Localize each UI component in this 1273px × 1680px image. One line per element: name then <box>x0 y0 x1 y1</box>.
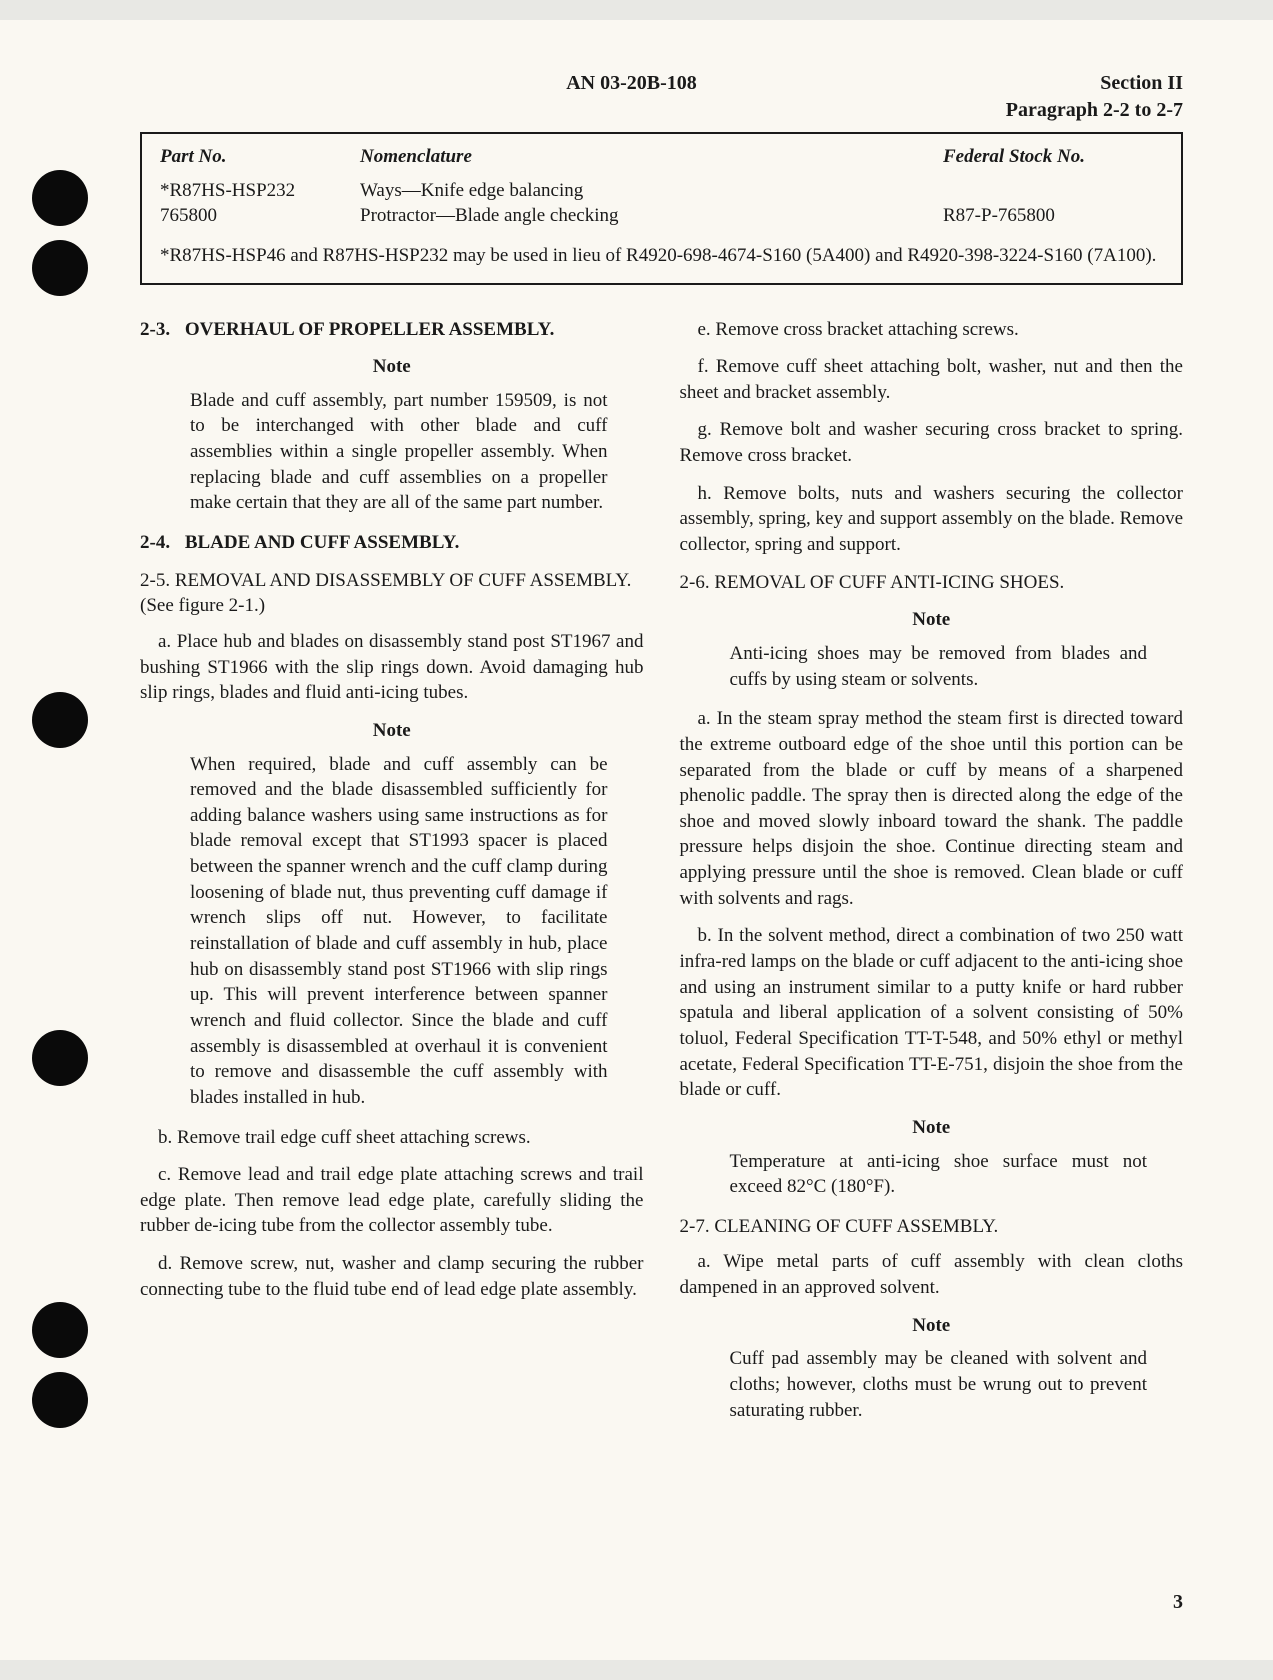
paragraph: a. Wipe metal parts of cuff assembly wit… <box>680 1249 1184 1300</box>
binder-hole <box>32 240 88 296</box>
right-column: e. Remove cross bracket attaching screws… <box>680 307 1184 1438</box>
note-body: Cuff pad assembly may be cleaned with so… <box>730 1346 1148 1423</box>
section-heading-2-6: 2-6. REMOVAL OF CUFF ANTI-ICING SHOES. <box>680 570 1184 596</box>
col-part-no: Part No. <box>160 144 360 170</box>
binder-hole <box>32 1302 88 1358</box>
note-heading: Note <box>680 1115 1184 1141</box>
binder-hole <box>32 170 88 226</box>
paragraph: b. Remove trail edge cuff sheet attachin… <box>140 1125 644 1151</box>
paragraph: a. In the steam spray method the steam f… <box>680 706 1184 911</box>
left-column: 2-3. OVERHAUL OF PROPELLER ASSEMBLY. Not… <box>140 307 644 1438</box>
section-heading-2-5: 2-5. REMOVAL AND DISASSEMBLY OF CUFF ASS… <box>140 568 644 619</box>
col-nomenclature: Nomenclature <box>360 144 943 170</box>
section-label: Section II <box>923 70 1183 97</box>
parts-table-box: Part No. Nomenclature Federal Stock No. … <box>140 132 1183 285</box>
note-heading: Note <box>680 607 1184 633</box>
page: AN 03-20B-108 Section II Paragraph 2-2 t… <box>0 20 1273 1660</box>
paragraph: g. Remove bolt and washer securing cross… <box>680 417 1184 468</box>
note-body: Anti-icing shoes may be removed from bla… <box>730 641 1148 692</box>
note-heading: Note <box>680 1313 1184 1339</box>
parts-table-header: Part No. Nomenclature Federal Stock No. <box>160 144 1163 170</box>
col-federal-stock: Federal Stock No. <box>943 144 1163 170</box>
page-header: AN 03-20B-108 Section II Paragraph 2-2 t… <box>140 70 1183 124</box>
paragraph: h. Remove bolts, nuts and washers securi… <box>680 481 1184 558</box>
note-body: Temperature at anti-icing shoe surface m… <box>730 1149 1148 1200</box>
paragraph-label: Paragraph 2-2 to 2-7 <box>923 97 1183 124</box>
section-heading-2-7: 2-7. CLEANING OF CUFF ASSEMBLY. <box>680 1214 1184 1240</box>
section-heading-2-3: 2-3. OVERHAUL OF PROPELLER ASSEMBLY. <box>140 317 644 343</box>
table-row: *R87HS-HSP232 Ways—Knife edge balancing <box>160 178 1163 204</box>
body-columns: 2-3. OVERHAUL OF PROPELLER ASSEMBLY. Not… <box>140 307 1183 1438</box>
note-heading: Note <box>140 354 644 380</box>
binder-hole <box>32 1372 88 1428</box>
page-number: 3 <box>1173 1589 1183 1616</box>
doc-number: AN 03-20B-108 <box>340 70 923 124</box>
note-body: Blade and cuff assembly, part number 159… <box>190 388 608 516</box>
note-heading: Note <box>140 718 644 744</box>
paragraph: e. Remove cross bracket attaching screws… <box>680 317 1184 343</box>
paragraph: f. Remove cuff sheet attaching bolt, was… <box>680 354 1184 405</box>
paragraph: b. In the solvent method, direct a combi… <box>680 923 1184 1102</box>
binder-hole <box>32 692 88 748</box>
binder-hole <box>32 1030 88 1086</box>
note-body: When required, blade and cuff assembly c… <box>190 752 608 1111</box>
paragraph: a. Place hub and blades on disassembly s… <box>140 629 644 706</box>
table-row: 765800 Protractor—Blade angle checking R… <box>160 203 1163 229</box>
parts-footnote: *R87HS-HSP46 and R87HS-HSP232 may be use… <box>160 243 1163 269</box>
section-heading-2-4: 2-4. BLADE AND CUFF ASSEMBLY. <box>140 530 644 556</box>
paragraph: d. Remove screw, nut, washer and clamp s… <box>140 1251 644 1302</box>
paragraph: c. Remove lead and trail edge plate atta… <box>140 1162 644 1239</box>
